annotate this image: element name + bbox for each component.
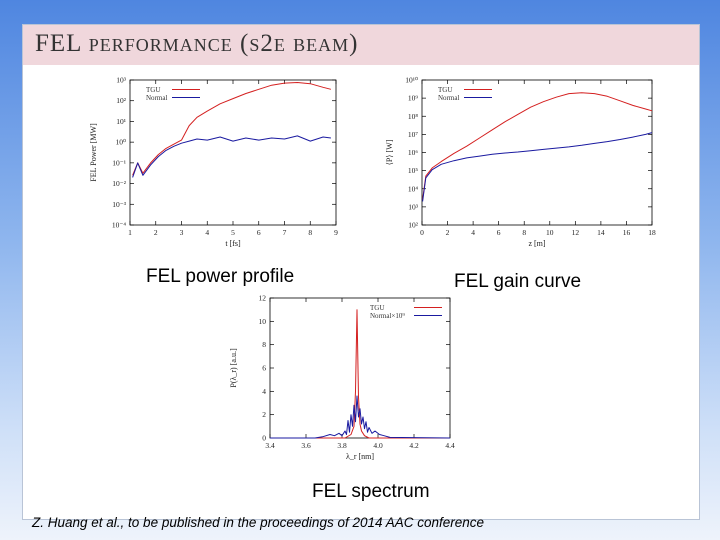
power-y-tick-label: 10⁻⁴ — [112, 221, 126, 230]
power-x-tick-label: 2 — [154, 228, 158, 237]
power-y-tick-label: 10⁻¹ — [112, 158, 126, 167]
spectrum-x-tick-label: 3.4 — [265, 441, 275, 450]
power-y-axis-label: FEL Power [MW] — [89, 123, 98, 182]
power-y-tick-label: 10¹ — [116, 117, 126, 126]
power-x-tick-label: 1 — [128, 228, 132, 237]
gain-x-tick-label: 12 — [572, 228, 580, 237]
power-series-tgu-line — [132, 82, 332, 176]
spectrum-chart: 3.4 3.6 3.8 4.0 4.2 4.4 0 2 4 6 8 10 12 λ_r [nm] P(λ_r… — [229, 294, 455, 462]
spectrum-x-tick-label: 3.6 — [301, 441, 311, 450]
power-profile-chart: 1 2 3 4 5 6 7 8 9 10⁻⁴ 10⁻³ 10⁻² 10⁻¹ 10⁰ 10¹ 10² 10³ t [… — [89, 76, 338, 249]
gain-x-tick-label: 16 — [623, 228, 631, 237]
power-legend-label: Normal — [146, 94, 167, 102]
spectrum-series-normal-line — [270, 395, 451, 439]
power-y-tick-label: 10⁻² — [112, 179, 126, 188]
spectrum-y-axis-label: P(λ_r) [a.u.] — [229, 348, 238, 388]
power-series-normal-line — [132, 135, 331, 178]
gain-y-tick-label: 10⁸ — [408, 112, 419, 121]
power-x-tick-label: 8 — [308, 228, 312, 237]
caption-spectrum: FEL spectrum — [312, 481, 430, 502]
power-x-tick-label: 6 — [257, 228, 261, 237]
gain-legend-label: Normal — [438, 94, 459, 102]
gain-x-tick-label: 18 — [648, 228, 656, 237]
citation: Z. Huang et al., to be published in the … — [32, 515, 485, 530]
spectrum-x-tick-label: 4.4 — [445, 441, 455, 450]
spectrum-y-tick-label: 4 — [262, 387, 266, 396]
power-plot-frame — [129, 79, 337, 226]
power-x-tick-label: 5 — [231, 228, 235, 237]
gain-y-axis-label: ⟨P⟩ [W] — [385, 139, 394, 165]
gain-y-tick-label: 10⁴ — [408, 184, 419, 193]
power-y-tick-label: 10² — [116, 96, 127, 105]
title-bar: FEL performance (s2e beam) — [23, 25, 699, 65]
power-x-tick-label: 9 — [334, 228, 338, 237]
gain-series-tgu-line — [422, 92, 653, 200]
caption-power: FEL power profile — [146, 266, 295, 287]
gain-x-tick-label: 14 — [597, 228, 605, 237]
gain-x-tick-label: 6 — [497, 228, 501, 237]
spectrum-legend-label: TGU — [370, 304, 384, 312]
spectrum-y-tick-label: 0 — [262, 434, 266, 443]
gain-x-tick-label: 4 — [471, 228, 475, 237]
slide-title: FEL performance (s2e beam) — [35, 30, 359, 57]
gain-y-tick-label: 10⁵ — [408, 166, 419, 175]
power-x-tick-label: 3 — [180, 228, 184, 237]
spectrum-x-tick-label: 4.2 — [409, 441, 419, 450]
gain-curve-chart: 0 2 4 6 8 10 12 14 16 18 10² 10³ 10⁴ 10⁵ 10⁶ 10⁷ 10⁸ 10⁹ 1… — [385, 76, 656, 249]
gain-y-tick-label: 10⁶ — [408, 148, 419, 157]
spectrum-x-axis-label: λ_r [nm] — [346, 452, 374, 461]
power-x-tick-label: 7 — [283, 228, 287, 237]
gain-x-tick-label: 8 — [522, 228, 526, 237]
spectrum-series-tgu-line — [270, 309, 450, 439]
gain-y-tick-label: 10³ — [408, 202, 419, 211]
power-x-tick-label: 4 — [205, 228, 209, 237]
spectrum-y-tick-label: 6 — [262, 364, 266, 373]
spectrum-y-tick-label: 8 — [262, 340, 266, 349]
spectrum-x-tick-label: 3.8 — [337, 441, 347, 450]
gain-y-tick-label: 10⁷ — [408, 130, 419, 139]
gain-y-tick-label: 10¹⁰ — [405, 76, 418, 85]
power-y-tick-label: 10³ — [116, 76, 127, 85]
spectrum-y-tick-label: 10 — [259, 317, 267, 326]
gain-series-normal-line — [422, 132, 653, 202]
gain-x-tick-label: 2 — [446, 228, 450, 237]
gain-x-axis-label: z [m] — [528, 239, 545, 248]
gain-y-tick-label: 10⁹ — [408, 94, 419, 103]
gain-legend-label: TGU — [438, 86, 452, 94]
spectrum-y-tick-label: 12 — [259, 294, 267, 303]
gain-x-tick-label: 0 — [420, 228, 424, 237]
caption-gain: FEL gain curve — [454, 271, 582, 292]
gain-y-tick-label: 10² — [408, 221, 419, 230]
power-y-tick-label: 10⁰ — [115, 138, 126, 147]
power-legend-label: TGU — [146, 86, 160, 94]
power-x-axis-label: t [fs] — [225, 239, 241, 248]
spectrum-plot-frame — [269, 297, 451, 439]
spectrum-x-tick-label: 4.0 — [373, 441, 383, 450]
spectrum-legend-label: Normal×10⁹ — [370, 312, 405, 320]
power-y-tick-label: 10⁻³ — [112, 200, 126, 209]
gain-x-tick-label: 10 — [546, 228, 554, 237]
spectrum-y-tick-label: 2 — [262, 410, 266, 419]
